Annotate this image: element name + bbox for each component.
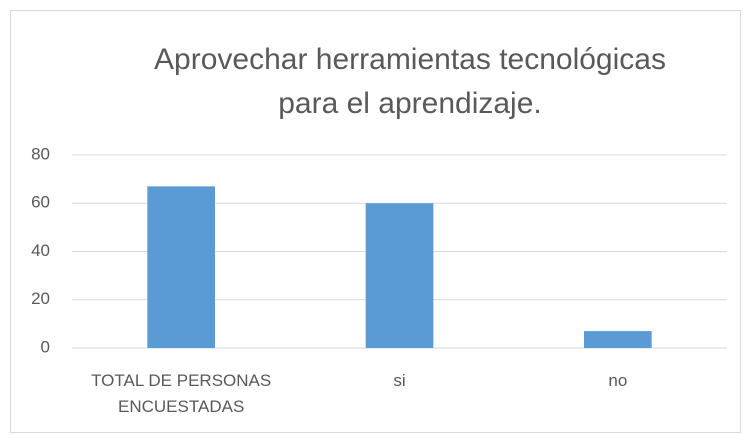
y-tick-label: 60 <box>31 193 50 212</box>
bar <box>365 203 434 348</box>
x-tick-label: no <box>608 371 628 390</box>
bar <box>147 186 216 348</box>
x-tick-label: TOTAL DE PERSONAS ENCUESTADAS <box>91 371 272 416</box>
bar <box>583 331 652 348</box>
chart-frame <box>10 10 741 433</box>
chart-title: Aprovechar herramientas tecnológicas par… <box>154 43 666 120</box>
x-tick-label: si <box>393 371 406 390</box>
y-tick-label: 0 <box>41 337 50 356</box>
y-tick-label: 20 <box>31 289 50 308</box>
y-tick-label: 80 <box>31 144 50 163</box>
y-tick-label: 40 <box>31 241 50 260</box>
